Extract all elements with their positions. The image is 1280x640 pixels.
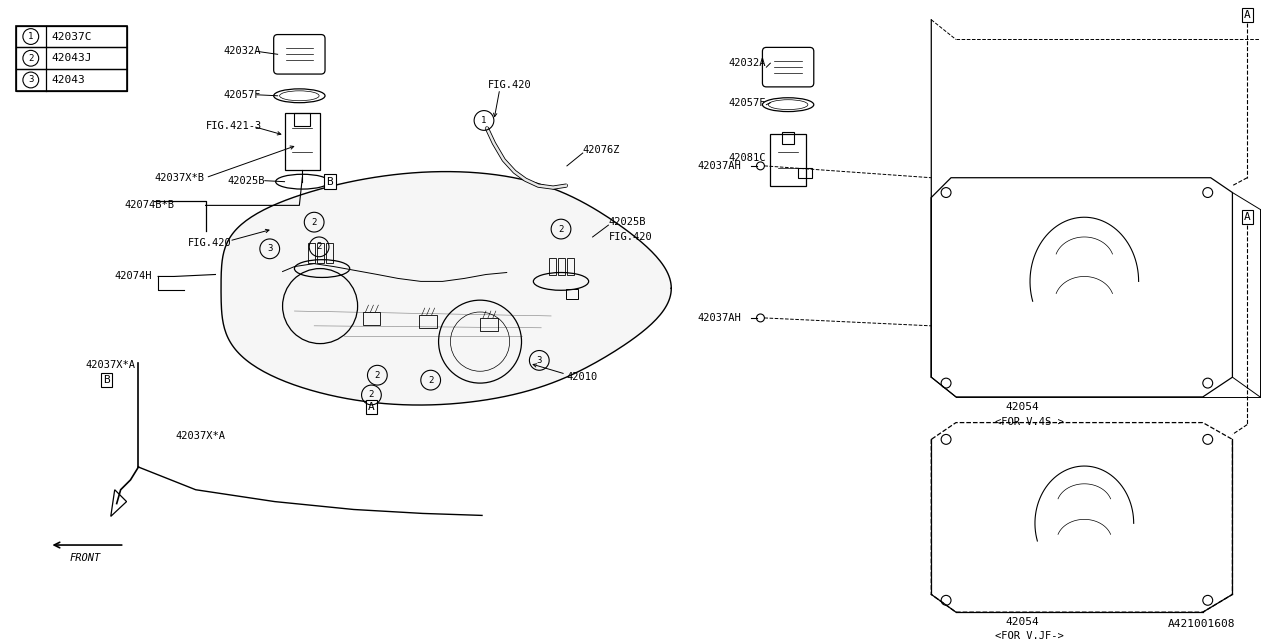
Bar (797, 168, 812, 178)
Text: 42037C: 42037C (51, 31, 92, 42)
Bar (419, 315, 436, 328)
Text: 42076Z: 42076Z (582, 145, 621, 155)
Text: A: A (1244, 10, 1251, 20)
Bar (771, 134, 806, 186)
Text: 42032A: 42032A (728, 58, 767, 68)
Bar (326, 243, 333, 262)
Text: 42054: 42054 (1005, 402, 1039, 412)
Bar (15, 47, 127, 69)
Text: FIG.420: FIG.420 (188, 238, 232, 248)
Text: 42025B: 42025B (608, 217, 646, 227)
Text: 42037AH: 42037AH (698, 313, 741, 323)
Bar (317, 243, 324, 262)
Bar (362, 312, 380, 325)
Bar (308, 243, 315, 262)
Polygon shape (221, 172, 671, 405)
Text: FRONT: FRONT (69, 553, 101, 563)
Text: A: A (369, 402, 375, 412)
Bar (294, 113, 310, 126)
Bar (15, 26, 127, 47)
Text: 3: 3 (536, 356, 541, 365)
Text: 42057F: 42057F (223, 90, 261, 100)
Text: 1: 1 (28, 32, 33, 41)
Text: 42081C: 42081C (728, 153, 767, 163)
Text: A: A (1244, 212, 1251, 222)
Text: 2: 2 (316, 243, 321, 252)
Bar (782, 132, 794, 144)
Text: 3: 3 (268, 244, 273, 253)
Text: FIG.420: FIG.420 (608, 232, 652, 242)
Bar (567, 258, 573, 275)
Text: 42010: 42010 (566, 372, 598, 382)
Text: 2: 2 (375, 371, 380, 380)
Text: B: B (326, 177, 333, 187)
Text: 42037AH: 42037AH (698, 161, 741, 171)
Bar (480, 318, 498, 331)
Text: <FOR V.JF->: <FOR V.JF-> (996, 631, 1064, 640)
Text: 42074B*B: 42074B*B (124, 200, 174, 211)
Text: 42057F: 42057F (728, 98, 767, 108)
Bar (15, 69, 127, 91)
Bar (566, 289, 577, 299)
Text: 2: 2 (369, 390, 374, 399)
Text: <FOR V.4S->: <FOR V.4S-> (996, 417, 1064, 427)
Text: FIG.420: FIG.420 (488, 80, 531, 90)
Text: 42032A: 42032A (223, 46, 261, 56)
Text: 2: 2 (558, 225, 563, 234)
Text: A421001608: A421001608 (1169, 619, 1235, 629)
Text: 42037X*B: 42037X*B (154, 173, 205, 183)
Bar (558, 258, 564, 275)
Text: 2: 2 (428, 376, 434, 385)
Text: 42043: 42043 (51, 75, 86, 85)
Text: 2: 2 (311, 218, 317, 227)
Text: 42054: 42054 (1005, 617, 1039, 627)
Text: 2: 2 (28, 54, 33, 63)
Bar (15, 26, 127, 91)
Bar (284, 113, 320, 170)
Text: 42037X*A: 42037X*A (84, 360, 136, 371)
Text: 42025B: 42025B (228, 176, 265, 186)
Text: FIG.421-3: FIG.421-3 (206, 122, 262, 131)
Text: 42043J: 42043J (51, 53, 92, 63)
Text: 3: 3 (28, 76, 33, 84)
Text: 42037X*A: 42037X*A (175, 431, 227, 442)
Text: 1: 1 (481, 116, 486, 125)
Text: 42074H: 42074H (115, 271, 152, 282)
Bar (549, 258, 556, 275)
Text: B: B (104, 375, 110, 385)
